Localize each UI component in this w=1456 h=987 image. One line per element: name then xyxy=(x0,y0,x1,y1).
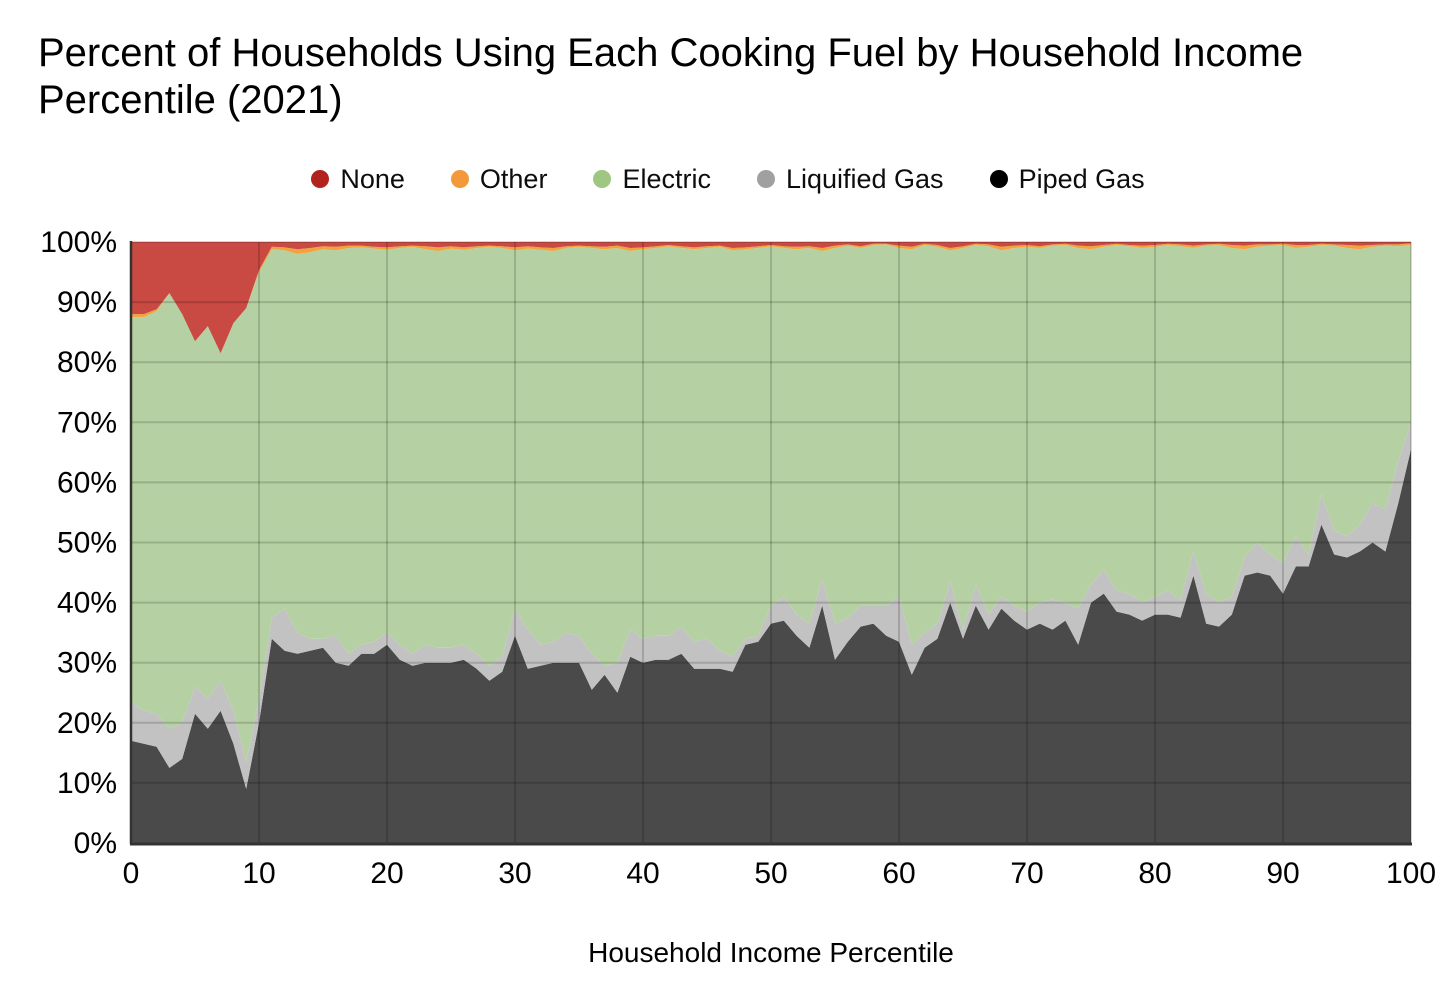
legend-dot-icon xyxy=(756,170,775,188)
chart-title: Percent of Households Using Each Cooking… xyxy=(38,31,1304,122)
y-axis-tick-label: 30% xyxy=(57,647,117,680)
y-axis-tick-label: 70% xyxy=(57,406,117,439)
legend-item-piped-gas: Piped Gas xyxy=(989,163,1145,195)
x-axis-tick-label: 40 xyxy=(626,857,659,890)
legend-label: Piped Gas xyxy=(1018,163,1145,194)
x-axis-tick-label: 90 xyxy=(1266,857,1299,890)
y-axis-tick-label: 100% xyxy=(40,226,117,259)
x-axis-tick-label: 30 xyxy=(498,857,531,890)
x-axis-title: Household Income Percentile xyxy=(588,937,954,968)
legend-item-other: Other xyxy=(450,163,548,195)
legend-label: Other xyxy=(479,163,548,194)
x-axis-tick-label: 100 xyxy=(1386,857,1436,890)
area-piped-gas xyxy=(131,449,1411,843)
y-axis-tick-label: 40% xyxy=(57,587,117,620)
x-axis-tick-label: 20 xyxy=(370,857,403,890)
legend-dot-icon xyxy=(989,170,1008,188)
y-axis-tick-label: 50% xyxy=(57,527,117,560)
legend-label: None xyxy=(340,163,405,194)
legend-item-none: None xyxy=(311,164,405,195)
x-axis-tick-label: 60 xyxy=(882,857,915,890)
legend-label: Liquified Gas xyxy=(785,163,944,194)
legend-dot-icon xyxy=(593,170,612,188)
x-axis-tick-label: 50 xyxy=(754,857,787,890)
legend-dot-icon xyxy=(311,170,330,188)
x-axis-tick-label: 10 xyxy=(242,857,275,890)
y-axis-tick-label: 20% xyxy=(57,707,117,740)
legend-item-liquified-gas: Liquified Gas xyxy=(756,163,944,195)
y-axis-tick-label: 90% xyxy=(57,286,117,319)
legend-item-electric: Electric xyxy=(593,164,711,195)
area-electric xyxy=(131,244,1411,762)
x-axis-tick-label: 80 xyxy=(1138,857,1171,890)
x-axis-tick-label: 0 xyxy=(123,857,140,890)
y-axis-tick-label: 10% xyxy=(57,767,117,800)
y-axis-tick-label: 0% xyxy=(74,827,117,860)
x-axis-tick-label: 70 xyxy=(1010,857,1043,890)
legend-label: Electric xyxy=(622,163,711,194)
area-none xyxy=(131,242,1411,354)
y-axis-tick-label: 80% xyxy=(57,346,117,379)
legend-dot-icon xyxy=(450,170,469,188)
y-axis-tick-label: 60% xyxy=(57,466,117,499)
chart-legend: None Other Electric Liquified Gas Piped Gas xyxy=(0,160,1456,198)
